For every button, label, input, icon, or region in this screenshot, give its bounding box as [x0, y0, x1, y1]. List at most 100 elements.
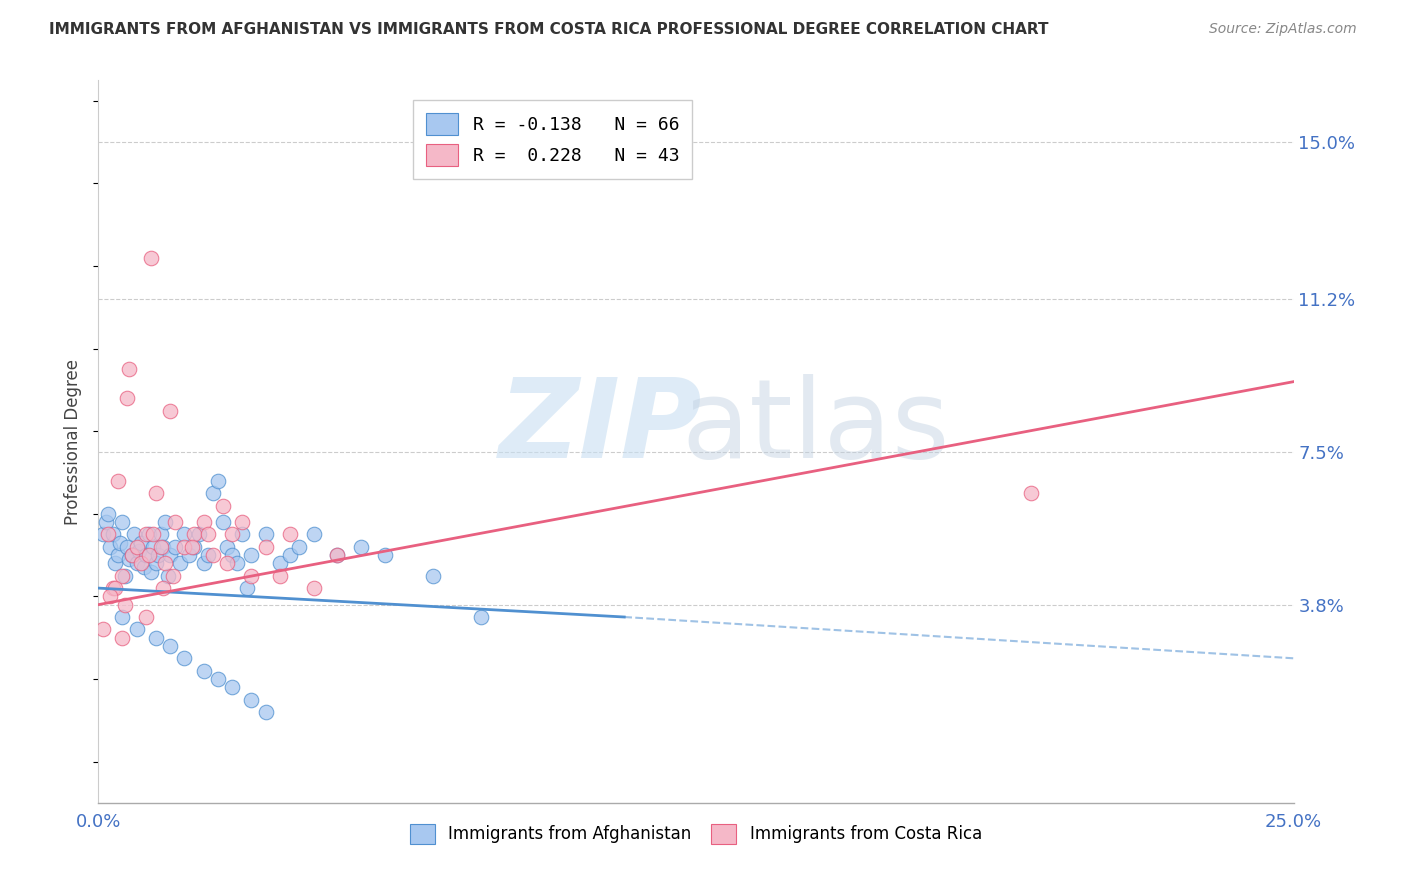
Point — [197, 527, 219, 541]
Point — [254, 705, 277, 719]
Point — [125, 540, 148, 554]
Point — [97, 527, 120, 541]
Point — [193, 515, 215, 529]
Point — [163, 515, 186, 529]
Point — [173, 540, 195, 554]
Point — [94, 515, 117, 529]
Point — [121, 548, 143, 562]
Point — [231, 515, 253, 529]
Point — [183, 540, 205, 554]
Point — [207, 474, 229, 488]
Point — [114, 598, 136, 612]
Point — [107, 474, 129, 488]
Point — [104, 557, 127, 571]
Point — [326, 548, 349, 562]
Point — [111, 610, 134, 624]
Point — [139, 565, 162, 579]
Point — [101, 527, 124, 541]
Legend: Immigrants from Afghanistan, Immigrants from Costa Rica: Immigrants from Afghanistan, Immigrants … — [402, 815, 990, 852]
Point — [159, 403, 181, 417]
Point — [135, 610, 157, 624]
Point — [374, 548, 396, 562]
Point — [179, 548, 201, 562]
Point — [145, 557, 167, 571]
Point — [152, 581, 174, 595]
Point — [180, 540, 202, 554]
Point — [98, 590, 122, 604]
Point — [302, 527, 325, 541]
Point — [145, 486, 167, 500]
Text: IMMIGRANTS FROM AFGHANISTAN VS IMMIGRANTS FROM COSTA RICA PROFESSIONAL DEGREE CO: IMMIGRANTS FROM AFGHANISTAN VS IMMIGRANT… — [49, 22, 1049, 37]
Point — [326, 548, 349, 562]
Point — [104, 581, 127, 595]
Point — [240, 568, 263, 582]
Point — [148, 548, 170, 562]
Point — [211, 499, 233, 513]
Point — [135, 527, 157, 541]
Point — [350, 540, 373, 554]
Point — [163, 540, 186, 554]
Point — [121, 548, 143, 562]
Point — [254, 527, 277, 541]
Point — [193, 664, 215, 678]
Point — [91, 527, 114, 541]
Point — [124, 527, 146, 541]
Point — [221, 527, 243, 541]
Point — [111, 515, 134, 529]
Text: ZIP: ZIP — [499, 374, 702, 481]
Point — [125, 557, 148, 571]
Point — [169, 557, 191, 571]
Point — [162, 568, 184, 582]
Point — [145, 631, 167, 645]
Point — [207, 672, 229, 686]
Point — [211, 515, 233, 529]
Point — [173, 527, 195, 541]
Point — [221, 680, 243, 694]
Point — [278, 548, 301, 562]
Point — [278, 527, 301, 541]
Point — [217, 540, 239, 554]
Point — [159, 639, 181, 653]
Point — [193, 557, 215, 571]
Point — [156, 568, 179, 582]
Point — [202, 548, 225, 562]
Point — [91, 623, 114, 637]
Point — [217, 557, 239, 571]
Point — [240, 692, 263, 706]
Point — [139, 251, 162, 265]
Point — [235, 581, 257, 595]
Point — [187, 527, 209, 541]
Point — [111, 568, 134, 582]
Point — [288, 540, 311, 554]
Point — [149, 527, 172, 541]
Point — [422, 568, 444, 582]
Point — [231, 527, 253, 541]
Point — [183, 527, 205, 541]
Point — [470, 610, 492, 624]
Point — [155, 515, 177, 529]
Point — [159, 548, 181, 562]
Point — [115, 391, 138, 405]
Point — [152, 540, 174, 554]
Text: atlas: atlas — [682, 374, 949, 481]
Point — [118, 552, 141, 566]
Point — [173, 651, 195, 665]
Point — [155, 557, 177, 571]
Point — [254, 540, 277, 554]
Point — [138, 527, 160, 541]
Point — [149, 540, 172, 554]
Point — [269, 568, 291, 582]
Point — [125, 623, 148, 637]
Point — [197, 548, 219, 562]
Point — [1019, 486, 1042, 500]
Point — [118, 362, 141, 376]
Point — [128, 544, 150, 558]
Point — [135, 548, 157, 562]
Point — [132, 560, 155, 574]
Point — [202, 486, 225, 500]
Y-axis label: Professional Degree: Professional Degree — [65, 359, 83, 524]
Point — [101, 581, 124, 595]
Point — [302, 581, 325, 595]
Point — [142, 540, 165, 554]
Point — [142, 527, 165, 541]
